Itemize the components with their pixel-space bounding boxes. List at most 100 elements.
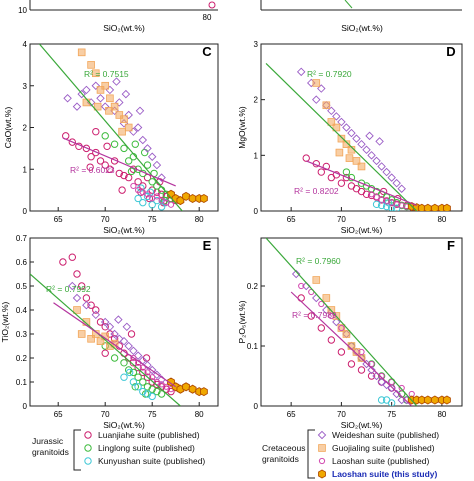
legend-symbol-hexagon [318,468,326,479]
data-point [297,294,305,302]
data-point [398,384,405,392]
y-axis-label: TiO₂(wt.%) [0,301,10,342]
data-point [101,349,109,357]
panel-label: C [202,44,212,59]
legend-marker [84,443,92,452]
data-point [59,258,67,266]
data-point [302,154,310,162]
data-point [377,372,386,380]
data-point [120,115,128,123]
data-point [82,144,91,153]
data-point [152,160,162,170]
data-point [312,293,321,303]
series-laoshan-suite-published [368,191,415,211]
data-point [72,102,82,111]
trendline-magenta [306,160,417,206]
x-tick-label: 75 [148,215,157,224]
x-axis-label: SiO₂(wt.%) [103,420,145,430]
data-point [119,336,129,346]
r-squared-magenta: R² = 0.6023 [70,165,115,175]
top-strip-left: 10 80 SiO₂(wt.%) [18,0,218,33]
data-point [73,306,81,314]
data-point [362,145,371,155]
data-point [368,360,375,368]
y-tick-label: 0.7 [16,234,28,243]
data-point [322,101,331,110]
data-point [78,282,86,290]
legend-marker [84,456,92,465]
x-tick-label: 65 [287,215,296,224]
data-point [328,312,335,320]
y-tick-label: 1 [23,165,28,174]
y-tick-label: 3 [254,40,259,49]
y-axis-label: CaO(wt.%) [3,107,13,149]
top-strip-left-xtick: 80 [203,13,212,22]
data-point [337,134,346,143]
data-point [133,123,143,132]
data-point [342,140,351,149]
data-point [392,389,401,399]
data-point [96,318,105,326]
data-point [68,281,77,291]
data-point [312,276,321,284]
trendline-green [30,273,181,406]
data-point [63,94,72,103]
data-point [392,178,401,188]
data-point [157,203,166,211]
y-tick-label: 0.3 [16,330,28,339]
data-point [327,336,336,344]
panel-label: D [446,44,455,59]
data-point [365,131,374,141]
data-point [110,140,119,148]
x-tick-label: 80 [437,410,446,419]
data-point [149,374,156,381]
legend-item-kunyushan-suite-published: Kunyushan suite (published) [82,454,205,467]
data-point [129,359,138,367]
legend-left-title-1: Jurassic [32,436,64,446]
data-point [298,282,305,290]
plot-area [38,44,208,211]
data-point [87,153,95,161]
series-laoshan-suite-published [130,354,175,393]
data-point [357,162,366,171]
data-point [317,84,326,93]
x-tick-label: 80 [437,215,446,224]
data-point [110,102,119,111]
data-point [367,151,376,160]
r-squared-green: R² = 0.7515 [84,69,129,79]
x-tick-label: 80 [195,215,204,224]
data-point [367,372,376,380]
data-point [115,111,124,119]
data-point [115,169,124,178]
y-tick-label: 0.5 [16,282,28,291]
panel-e: 65 70 75 80 0 0.1 0.2 0.3 0.4 0.5 0.6 0.7 SiO₂(wt.%)… [0,234,219,430]
top-strip-left-ytick: 10 [18,6,27,15]
data-point [312,79,321,87]
data-point [134,178,142,186]
legend-item-luanjiahe-suite-published: Luanjiahe suite (published) [82,428,205,441]
data-point [322,162,331,171]
data-point [362,190,371,199]
legend-label: Laoshan suite (this study) [332,468,438,479]
y-tick-label: 0.1 [247,342,259,351]
data-point [87,334,95,343]
data-point [134,165,142,173]
data-point [342,173,351,182]
top-strip-right-xlabel: SiO₂(wt.%) [341,23,383,33]
legend-left-title-2: granitoids [32,447,69,457]
data-point [387,173,396,182]
trendline-magenta [290,291,413,406]
data-point [129,378,138,386]
data-point [120,373,128,381]
series-kunyushan-suite-published [377,396,396,406]
x-tick-label: 80 [195,410,204,419]
x-tick-label: 75 [387,215,396,224]
data-point [378,372,385,380]
data-point [92,306,100,314]
data-point [382,167,391,177]
data-point [110,329,119,339]
y-tick-label: 0.1 [16,378,28,387]
data-point [345,154,354,162]
panel-f: 65 70 75 80 0 0.1 0.2 SiO₂(wt.%) P₂O₅(wt.%) F R² =… [237,237,463,430]
data-point [103,142,111,150]
